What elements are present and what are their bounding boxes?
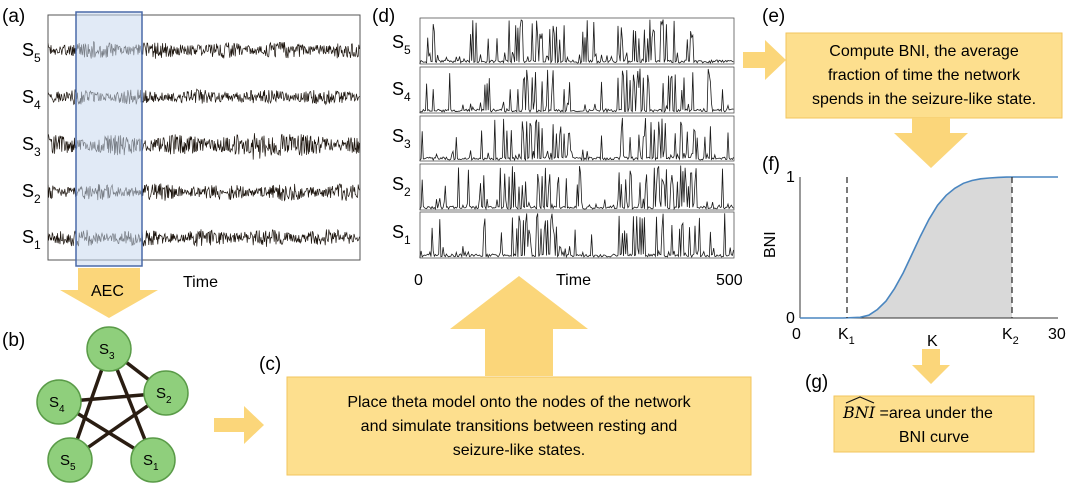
panel-e-line-2: fraction of time the network	[828, 67, 1021, 84]
sim-label-s2: S2	[392, 174, 411, 199]
eeg-channel-labels: S5 S4 S3 S2 S1	[22, 40, 41, 252]
sim-label-s3: S3	[392, 126, 411, 151]
arrow-c-to-d	[450, 276, 588, 376]
panel-d-simulation: S5 S4 S3 S2 S1 0 Time 500	[392, 17, 743, 289]
sim-trace-2	[419, 165, 734, 211]
sim-frame-4	[419, 66, 735, 114]
panel-e-line-3: spends in the seizure-like state.	[812, 91, 1036, 108]
panel-c-box: Place theta model onto the nodes of the …	[286, 376, 752, 476]
svg-text:S2: S2	[156, 385, 172, 406]
bni-xlabel: K	[927, 333, 938, 350]
bni-ylabel: BNI	[762, 231, 779, 258]
node-s4: S4	[36, 379, 82, 425]
panel-e-rect	[785, 32, 1063, 119]
eeg-label-s5: S5	[22, 40, 41, 65]
panel-a-xlabel: Time	[183, 274, 218, 291]
panel-c-line-3: seizure-like states.	[453, 442, 586, 459]
panel-label-e: (e)	[762, 6, 785, 27]
sim-xtick-500: 500	[716, 272, 743, 289]
sim-xlabel: Time	[556, 272, 591, 289]
node-s5: S5	[47, 437, 93, 483]
aec-window	[75, 11, 143, 267]
bni-xtick-30: 30	[1048, 326, 1066, 343]
svg-text:S5: S5	[60, 452, 76, 473]
sim-trace-4	[419, 68, 734, 114]
eeg-label-s3: S3	[22, 134, 41, 159]
aec-arrow-label: AEC	[91, 283, 124, 300]
panel-label-f: (f)	[762, 154, 780, 175]
panel-label-g: (g)	[805, 372, 828, 393]
sim-label-s4: S4	[392, 79, 411, 104]
panel-g-box: BNI =area under the BNI curve	[833, 395, 1035, 453]
node-s1: S1	[130, 437, 176, 483]
sim-trace-5	[419, 19, 734, 65]
svg-text:S3: S3	[99, 341, 115, 362]
panel-c-rect	[286, 376, 752, 476]
bni-k1-label: K1	[838, 326, 855, 347]
panel-c-line-1: Place theta model onto the nodes of the …	[347, 394, 691, 411]
node-s3: S3	[86, 326, 132, 372]
panel-g-rect	[833, 395, 1035, 453]
bni-shaded-area	[847, 177, 1012, 318]
sim-trace-3	[419, 117, 734, 162]
aec-arrow-shape	[60, 268, 158, 318]
panel-c-line-2: and simulate transitions between resting…	[361, 418, 678, 435]
arrow-b-to-c	[214, 406, 264, 444]
arrow-f-to-g	[912, 349, 950, 384]
panel-e-line-1: Compute BNI, the average	[829, 43, 1019, 60]
eeg-label-s2: S2	[22, 181, 41, 206]
bni-curve	[800, 176, 1058, 319]
sim-label-s5: S5	[392, 32, 411, 57]
arrow-e-to-f	[894, 118, 968, 168]
panel-g-line-1: BNI =area under the	[842, 403, 993, 422]
simulation-traces	[419, 17, 735, 259]
bni-k2-label: K2	[1002, 326, 1019, 347]
panel-e-box: Compute BNI, the average fraction of tim…	[785, 32, 1063, 119]
svg-text:S4: S4	[49, 394, 65, 415]
sim-frame-5	[419, 17, 735, 65]
network-graph: S3 S2 S4 S5 S1	[36, 326, 189, 483]
sim-xtick-0: 0	[414, 272, 423, 289]
network-nodes: S3 S2 S4 S5 S1	[36, 326, 189, 483]
sim-frame-1	[419, 211, 735, 259]
node-s2: S2	[143, 370, 189, 416]
sim-frame-2	[419, 163, 735, 211]
eeg-label-s4: S4	[22, 87, 41, 112]
sim-trace-1	[419, 213, 734, 259]
hat-icon	[845, 396, 875, 404]
panel-label-a: (a)	[2, 6, 25, 27]
bni-xtick-0: 0	[792, 326, 801, 343]
bni-ytick-1: 1	[786, 169, 795, 186]
sim-label-s1: S1	[392, 222, 411, 247]
svg-text:S1: S1	[143, 452, 159, 473]
aec-arrow: AEC	[60, 268, 158, 318]
panel-g-line-2: BNI curve	[899, 429, 969, 446]
panel-a-eeg: S5 S4 S3 S2 S1 Time	[22, 11, 361, 291]
panel-label-c: (c)	[259, 354, 281, 375]
sim-frame-3	[419, 115, 735, 162]
panel-label-b: (b)	[2, 330, 25, 351]
sim-channel-labels: S5 S4 S3 S2 S1	[392, 32, 411, 247]
arrow-d-to-e	[743, 40, 786, 80]
eeg-label-s1: S1	[22, 227, 41, 252]
bni-ytick-0: 0	[786, 310, 795, 327]
bni-chart: 1 0 BNI 0 30 K1 K2 K	[762, 169, 1066, 350]
panel-label-d: (d)	[372, 6, 395, 27]
